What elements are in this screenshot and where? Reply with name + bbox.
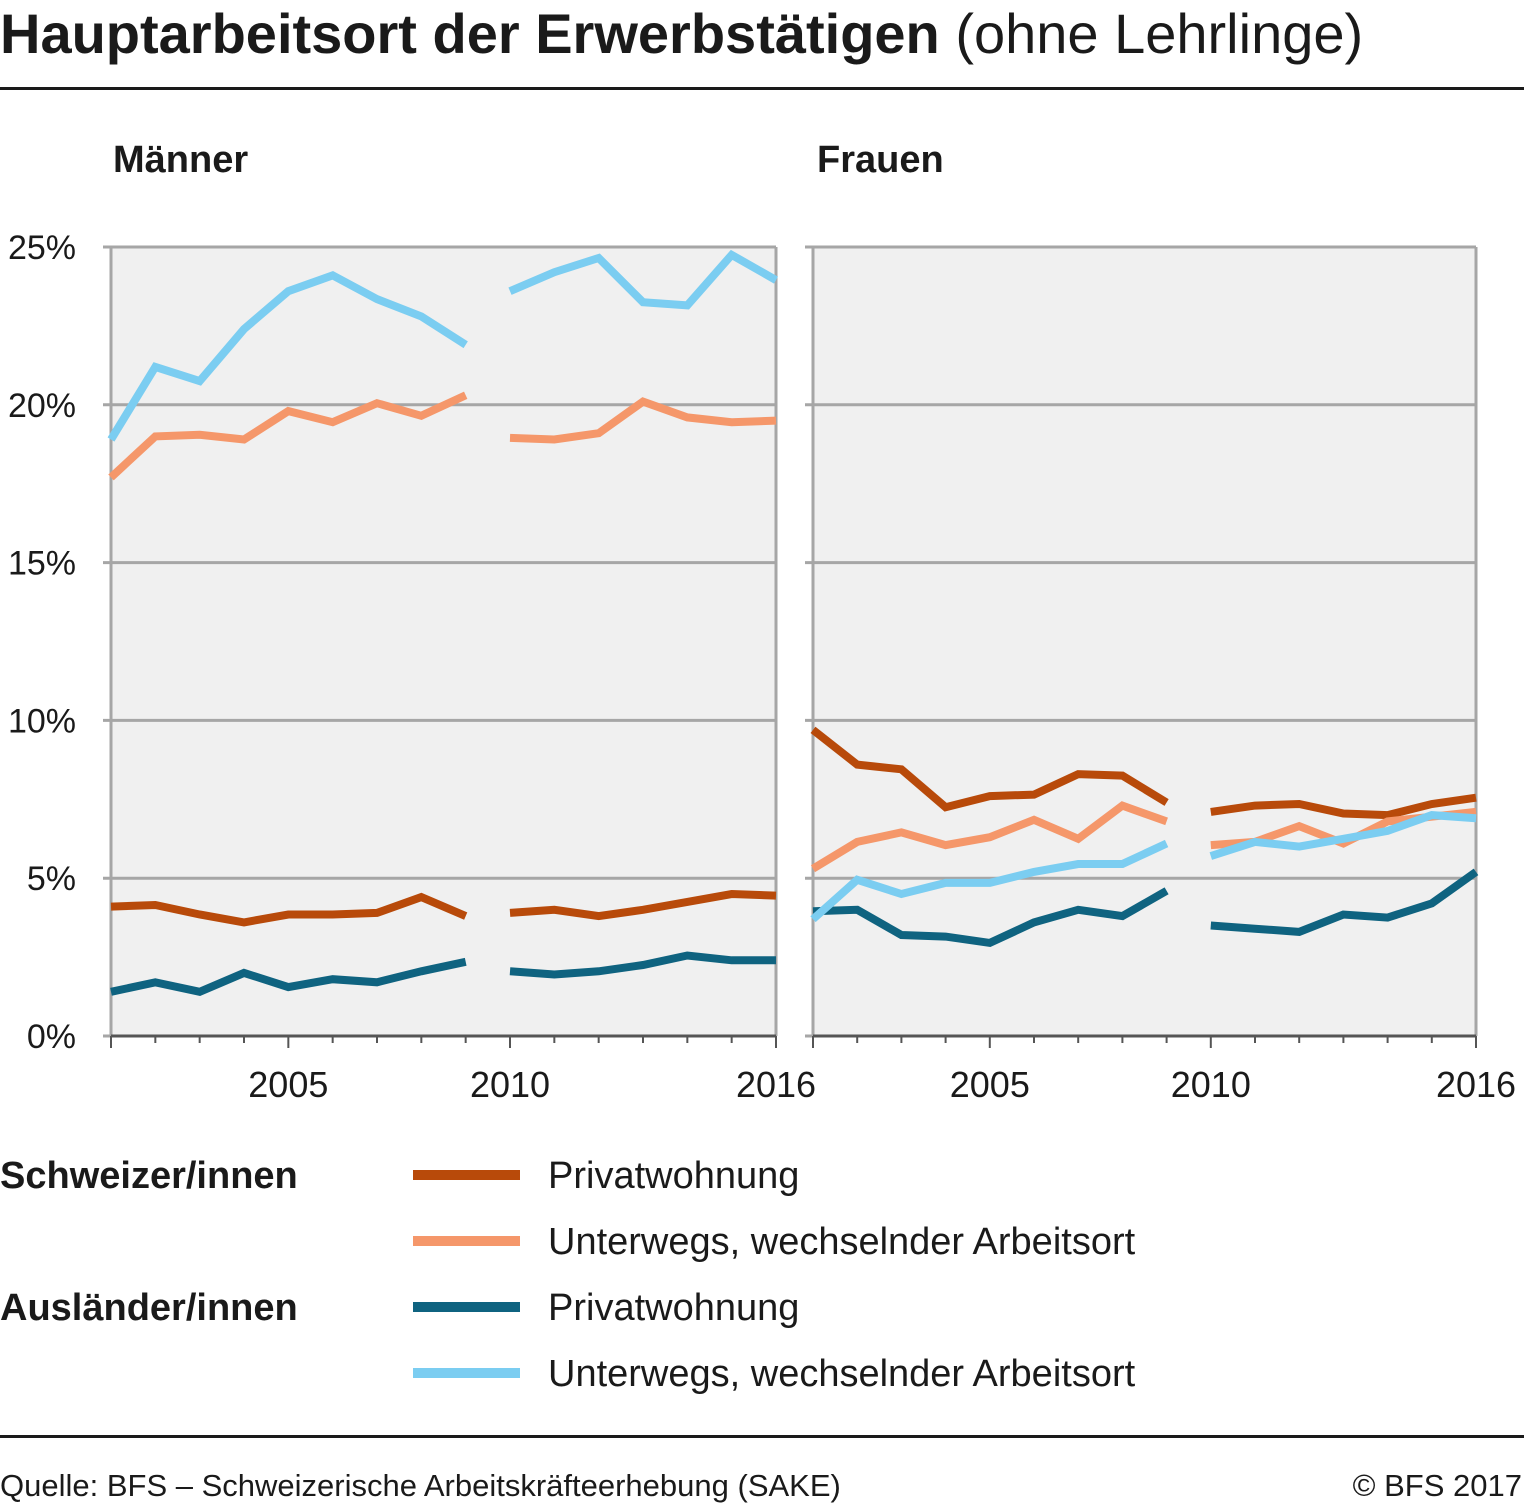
series-line-1-part-1 <box>108 391 468 481</box>
series-line-3-part-1 <box>810 839 1169 923</box>
y-tick-label: 15% <box>8 545 76 583</box>
legend-item-label: Unterwegs, wechselnder Arbeitsort <box>548 1353 1136 1395</box>
series-line-2-part-1 <box>812 887 1169 948</box>
top-rule <box>0 87 1524 90</box>
series-line-1-part-1 <box>810 801 1168 873</box>
series-line-0-part-1 <box>810 726 1169 812</box>
y-tick-label: 5% <box>27 860 76 898</box>
panel-frauen: Frauen 2005 2010 2016 <box>805 139 1516 1105</box>
panel-maenner: Männer 0% 5% 10% 15% 20% 25% 2005 2010 2016 <box>8 139 816 1105</box>
title-sub: (ohne Lehrlinge) <box>955 2 1364 65</box>
x-tick-label: 2010 <box>1171 1064 1251 1105</box>
chart-title: Hauptarbeitsort der Erwerbstätigen (ohne… <box>0 2 1363 66</box>
x-tick-label: 2010 <box>470 1064 550 1105</box>
legend-group-label: Schweizer/innen <box>0 1155 298 1197</box>
legend-group-label: Ausländer/innen <box>0 1287 298 1329</box>
y-tick-label: 0% <box>27 1018 76 1056</box>
series-line-0-part-1 <box>110 892 468 927</box>
series-line-1-part-2 <box>509 397 777 444</box>
x-tick-label: 2016 <box>736 1064 816 1105</box>
series-line-3-part-2 <box>508 249 778 310</box>
series-line-2-part-1 <box>110 957 467 996</box>
legend-item-label: Unterwegs, wechselnder Arbeitsort <box>548 1221 1136 1263</box>
x-tick-label: 2005 <box>248 1064 328 1105</box>
legend-item-label: Privatwohnung <box>548 1155 799 1197</box>
bottom-rule <box>0 1435 1524 1438</box>
legend: Schweizer/innen Privatwohnung Unterwegs, w… <box>0 1155 1136 1395</box>
series-line-3-part-2 <box>1209 811 1477 860</box>
x-tick-label: 2016 <box>1436 1064 1516 1105</box>
series-line-2-part-2 <box>509 951 776 979</box>
legend-item-label: Privatwohnung <box>548 1287 799 1329</box>
series-line-0-part-2 <box>1210 793 1477 820</box>
y-tick-label: 25% <box>8 229 76 267</box>
y-tick-label: 20% <box>8 387 76 425</box>
series-line-3-part-1 <box>107 271 468 442</box>
title-main: Hauptarbeitsort der Erwerbstätigen <box>0 2 940 65</box>
x-tick-label: 2005 <box>950 1064 1030 1105</box>
series-line-0-part-2 <box>509 889 777 921</box>
y-tick-label: 10% <box>8 702 76 740</box>
panel-title: Männer <box>113 139 248 181</box>
copyright-note: © BFS 2017 <box>1352 1468 1522 1503</box>
series-line-2-part-2 <box>1210 868 1479 936</box>
source-note: Quelle: BFS – Schweizerische Arbeitskräf… <box>0 1468 841 1503</box>
panel-title: Frauen <box>817 139 944 181</box>
